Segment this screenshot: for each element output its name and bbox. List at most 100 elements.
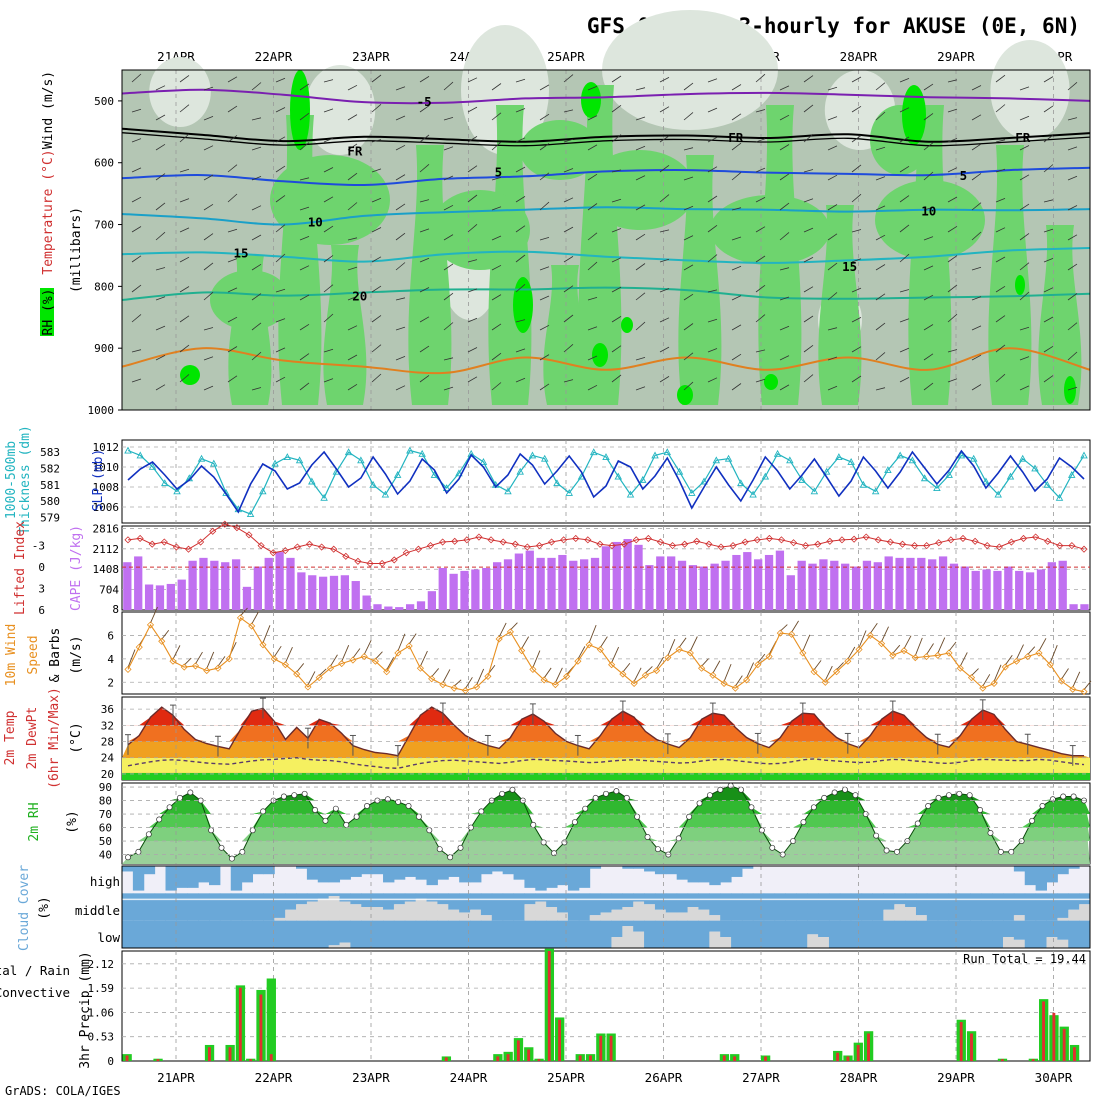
cloud-cell-low [731,920,743,948]
wind-barb [683,176,694,181]
wind-barb [443,357,454,361]
wind-barb [419,375,430,383]
wind-barb [467,223,478,233]
lifted-index-point [233,524,241,532]
wind-barb [635,357,646,361]
wind-barb [779,232,790,241]
cloud-cell-low [926,920,939,948]
cloud-cell-middle [122,893,134,921]
cloud-cell-middle [818,893,830,921]
lifted-index-point [281,547,289,555]
wind-barb [851,287,862,293]
wind-speed-point [585,641,593,649]
wind-barb [803,75,814,83]
precip-panel: 0 0.53 1.06 1.59 2.12 Run Total = 19.44 Total … [0,948,1091,1069]
lifted-index-point [729,542,737,550]
wind-barb [780,624,788,632]
wind-barb [131,73,142,83]
lifted-index-point [668,542,677,550]
thickness-point [773,449,782,457]
cloud-cell-low [350,920,362,948]
wind-barb [827,116,838,121]
wind-barb [971,668,979,676]
wind-barb [947,378,958,383]
cloud-cell-middle [709,893,721,916]
wind-barb [155,85,166,91]
wind-barb [155,231,166,241]
cloud-cell-low [306,920,319,948]
date-label-top: 23APR [352,49,390,64]
cloud-cell-middle [763,893,776,921]
wind-barb [443,292,454,301]
cape-bar [917,557,926,610]
wind-barb [251,82,262,91]
lifted-index-point [608,542,616,550]
precip-conv-bar [537,1059,541,1061]
cloud-cell-low [470,920,482,948]
lifted-index-point [402,549,410,557]
cloud-cell-high [567,866,580,891]
rh-point [1070,793,1077,800]
wind-barb [1019,262,1030,271]
cape-bar [134,556,143,610]
wind-barb [779,173,790,181]
wind-barb [803,169,814,173]
thickness-point [528,451,537,459]
date-label-bottom: 25APR [547,1070,585,1085]
thickness-point [565,488,573,496]
wind-barb [371,139,382,143]
wind-speed-point [1001,663,1009,671]
wind-barb [443,146,454,151]
cloud-cell-high [622,866,634,869]
rh-point [634,813,641,820]
wind-barb [611,646,620,663]
wind-barb [701,658,709,667]
wind-barb [251,117,262,121]
wind-barb [1019,174,1030,181]
wind-barb [683,323,694,331]
cloud-cell-middle [741,893,754,921]
thickness-point [798,475,806,483]
cloud-cell-high [426,866,438,886]
wind-barb [779,114,790,121]
pressure-tick: 700 [94,219,114,232]
wind-barb [803,227,814,233]
cloud-cell-middle [448,893,460,910]
wind-barb [227,375,238,383]
isotherm-label: 5 [960,168,968,183]
cloud-cell-high [687,866,699,883]
cloud-gap-middle [470,909,482,921]
wind-speed-point [124,665,132,673]
thickness-point [357,456,365,464]
wind-barb [875,111,886,121]
wind-barb [1043,316,1054,323]
wind-barb [347,202,358,211]
isotherm-label: FR [1015,130,1031,145]
wind-barb [563,285,574,293]
cape-bar [275,552,284,610]
cloud-gap-middle [622,907,634,921]
wind-speed-point [461,686,469,695]
wind-barb [659,164,670,173]
wind-barb [923,113,934,121]
wind-barb [563,168,574,173]
wind-barb [707,377,718,383]
lifted-index-point [596,540,604,548]
lifted-index-label: Lifted Index [13,521,28,615]
cape-bar [329,575,339,610]
wind-barb [1043,134,1054,143]
rh-point [177,794,183,801]
wind-barb [899,224,910,233]
temp-label-line2: 2m DewPt [25,707,40,770]
cape-bar [819,559,828,610]
cape-bar [873,562,882,610]
cloud-gap-middle [383,909,395,921]
precip-tick: 2.12 [88,958,115,971]
cloud-cell-low [774,920,786,948]
cloud-gap-middle [317,898,330,921]
wind-barb [515,283,526,293]
wind-speed-point [1057,677,1066,685]
rh-point [655,846,661,853]
cloud-cell-middle [589,893,602,916]
rh-point [436,846,443,853]
